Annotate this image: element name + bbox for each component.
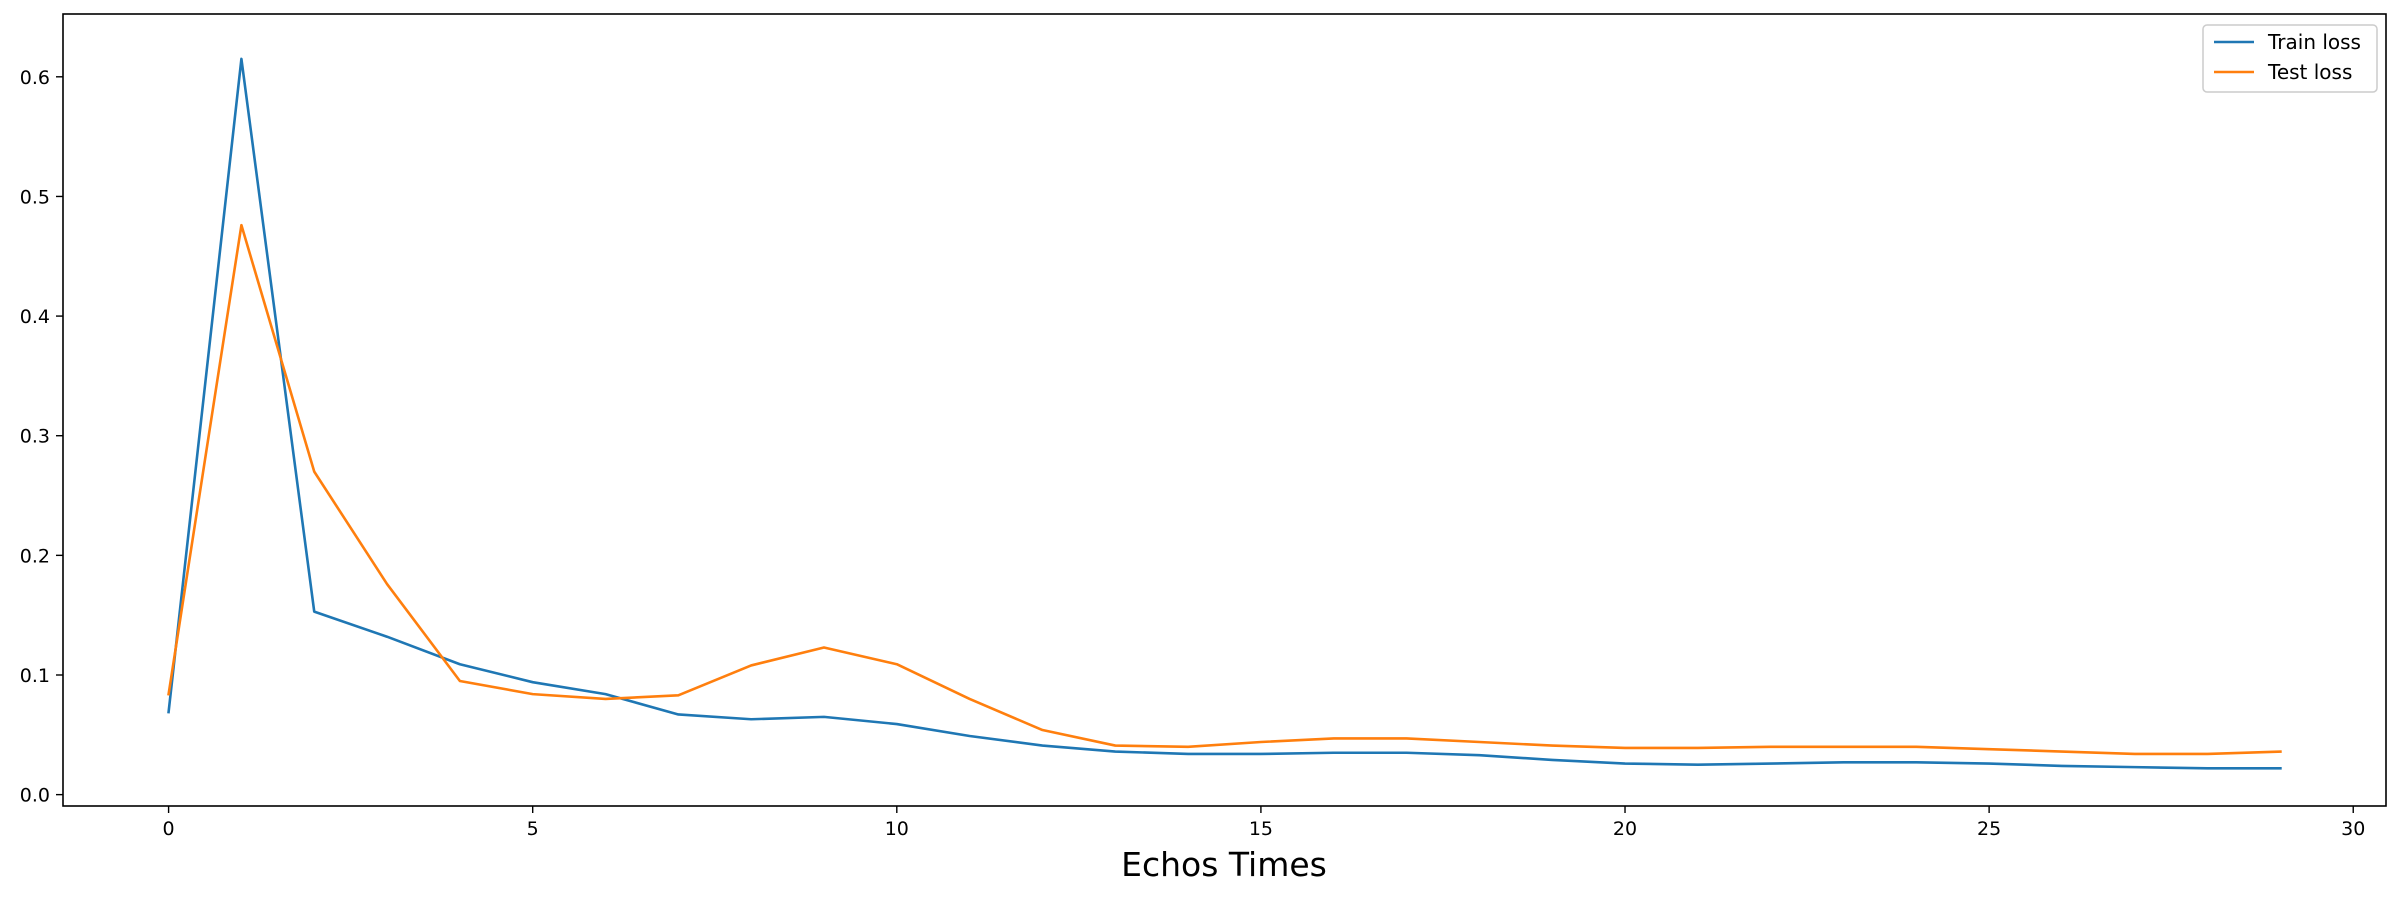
x-tick-label: 30 xyxy=(2341,818,2365,840)
x-tick-label: 10 xyxy=(885,818,909,840)
y-tick-label: 0.2 xyxy=(20,545,50,567)
x-tick-label: 5 xyxy=(527,818,539,840)
x-tick-label: 25 xyxy=(1977,818,2001,840)
x-tick-label: 15 xyxy=(1249,818,1273,840)
x-axis-label: Echos Times xyxy=(1121,845,1327,884)
y-tick-label: 0.0 xyxy=(20,785,50,807)
legend-label-test-loss: Test loss xyxy=(2267,60,2352,84)
x-tick-label: 20 xyxy=(1613,818,1637,840)
legend-label-train-loss: Train loss xyxy=(2267,30,2361,54)
y-tick-label: 0.1 xyxy=(20,665,50,687)
y-tick-label: 0.4 xyxy=(20,306,50,328)
y-tick-label: 0.5 xyxy=(20,186,50,208)
legend: Train loss Test loss xyxy=(2203,25,2377,92)
y-tick-label: 0.6 xyxy=(20,67,50,89)
x-tick-label: 0 xyxy=(163,818,175,840)
y-tick-label: 0.3 xyxy=(20,426,50,448)
